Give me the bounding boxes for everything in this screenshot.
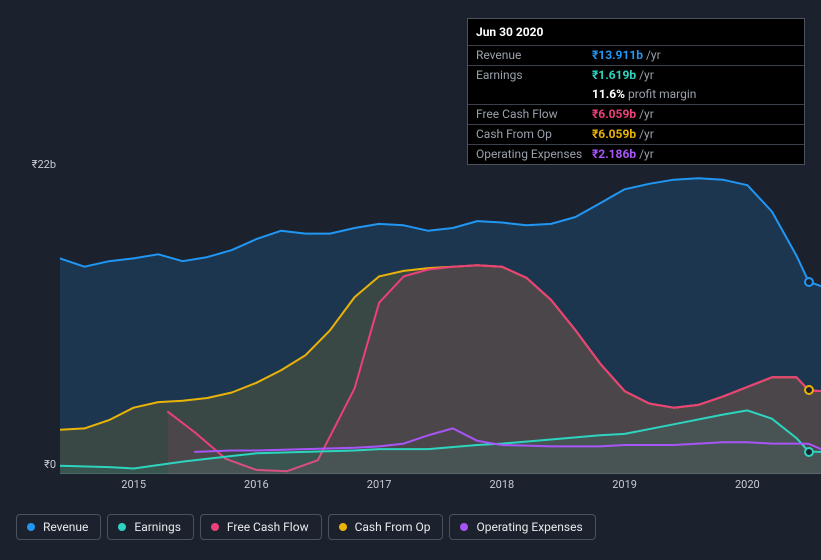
y-axis-label-max: ₹22b: [16, 158, 56, 171]
tooltip-row-value: ₹1.619b: [592, 68, 636, 82]
tooltip-row-value: ₹2.186b: [592, 147, 636, 161]
tooltip-row: Cash From Op₹6.059b/yr: [468, 124, 804, 144]
tooltip-row-label: Free Cash Flow: [476, 107, 592, 121]
tooltip-row: Free Cash Flow₹6.059b/yr: [468, 104, 804, 124]
legend-item-revenue[interactable]: Revenue: [16, 514, 101, 540]
marker-revenue: [804, 277, 814, 287]
x-axis-label: 2019: [612, 478, 637, 491]
chart-svg: [60, 170, 821, 474]
tooltip-row: Revenue₹13.911b/yr: [468, 45, 804, 65]
legend-item-earnings[interactable]: Earnings: [107, 514, 194, 540]
legend-item-operating_expenses[interactable]: Operating Expenses: [449, 514, 595, 540]
tooltip-row-unit: /yr: [639, 127, 654, 141]
legend-dot-icon: [118, 523, 126, 531]
tooltip-row-unit: /yr: [639, 107, 654, 121]
tooltip-row-unit: profit margin: [628, 87, 696, 101]
tooltip-row-value: ₹6.059b: [592, 107, 636, 121]
tooltip-row-value: ₹6.059b: [592, 127, 636, 141]
tooltip-row-value: 11.6%: [592, 87, 625, 101]
x-axis-label: 2018: [489, 478, 514, 491]
x-axis-label: 2016: [244, 478, 269, 491]
legend-item-label: Revenue: [43, 520, 88, 534]
tooltip-row-unit: /yr: [639, 68, 654, 82]
legend-item-label: Operating Expenses: [476, 520, 582, 534]
chart-tooltip: Jun 30 2020 Revenue₹13.911b/yrEarnings₹1…: [467, 18, 805, 165]
tooltip-title: Jun 30 2020: [468, 19, 804, 45]
marker-earnings: [804, 447, 814, 457]
y-axis-label-min: ₹0: [16, 458, 56, 471]
legend-item-label: Earnings: [134, 520, 181, 534]
legend-item-cash_from_op[interactable]: Cash From Op: [328, 514, 444, 540]
tooltip-row-label: Revenue: [476, 48, 592, 62]
tooltip-row: Operating Expenses₹2.186b/yr: [468, 144, 804, 164]
plot-area[interactable]: [60, 170, 821, 474]
legend-dot-icon: [339, 523, 347, 531]
x-axis-label: 2015: [121, 478, 146, 491]
legend-dot-icon: [211, 523, 219, 531]
x-axis-label: 2020: [735, 478, 760, 491]
x-axis-label: 2017: [367, 478, 392, 491]
legend-item-label: Free Cash Flow: [227, 520, 309, 534]
legend-dot-icon: [27, 523, 35, 531]
tooltip-row-label: Operating Expenses: [476, 147, 592, 161]
x-axis: 2015 2016 2017 2018 2019 2020: [60, 478, 821, 494]
chart-legend: Revenue Earnings Free Cash Flow Cash From O…: [16, 514, 596, 540]
tooltip-row: Earnings₹1.619b/yr: [468, 65, 804, 85]
tooltip-row-label: Cash From Op: [476, 127, 592, 141]
legend-item-free_cash_flow[interactable]: Free Cash Flow: [200, 514, 322, 540]
tooltip-row-value: ₹13.911b: [592, 48, 643, 62]
tooltip-row-unit: /yr: [646, 48, 661, 62]
legend-dot-icon: [460, 523, 468, 531]
marker-cash_from_op: [804, 385, 814, 395]
tooltip-row-label: Earnings: [476, 68, 592, 82]
legend-item-label: Cash From Op: [355, 520, 431, 534]
tooltip-row: 11.6%profit margin: [468, 85, 804, 104]
tooltip-row-unit: /yr: [639, 147, 654, 161]
